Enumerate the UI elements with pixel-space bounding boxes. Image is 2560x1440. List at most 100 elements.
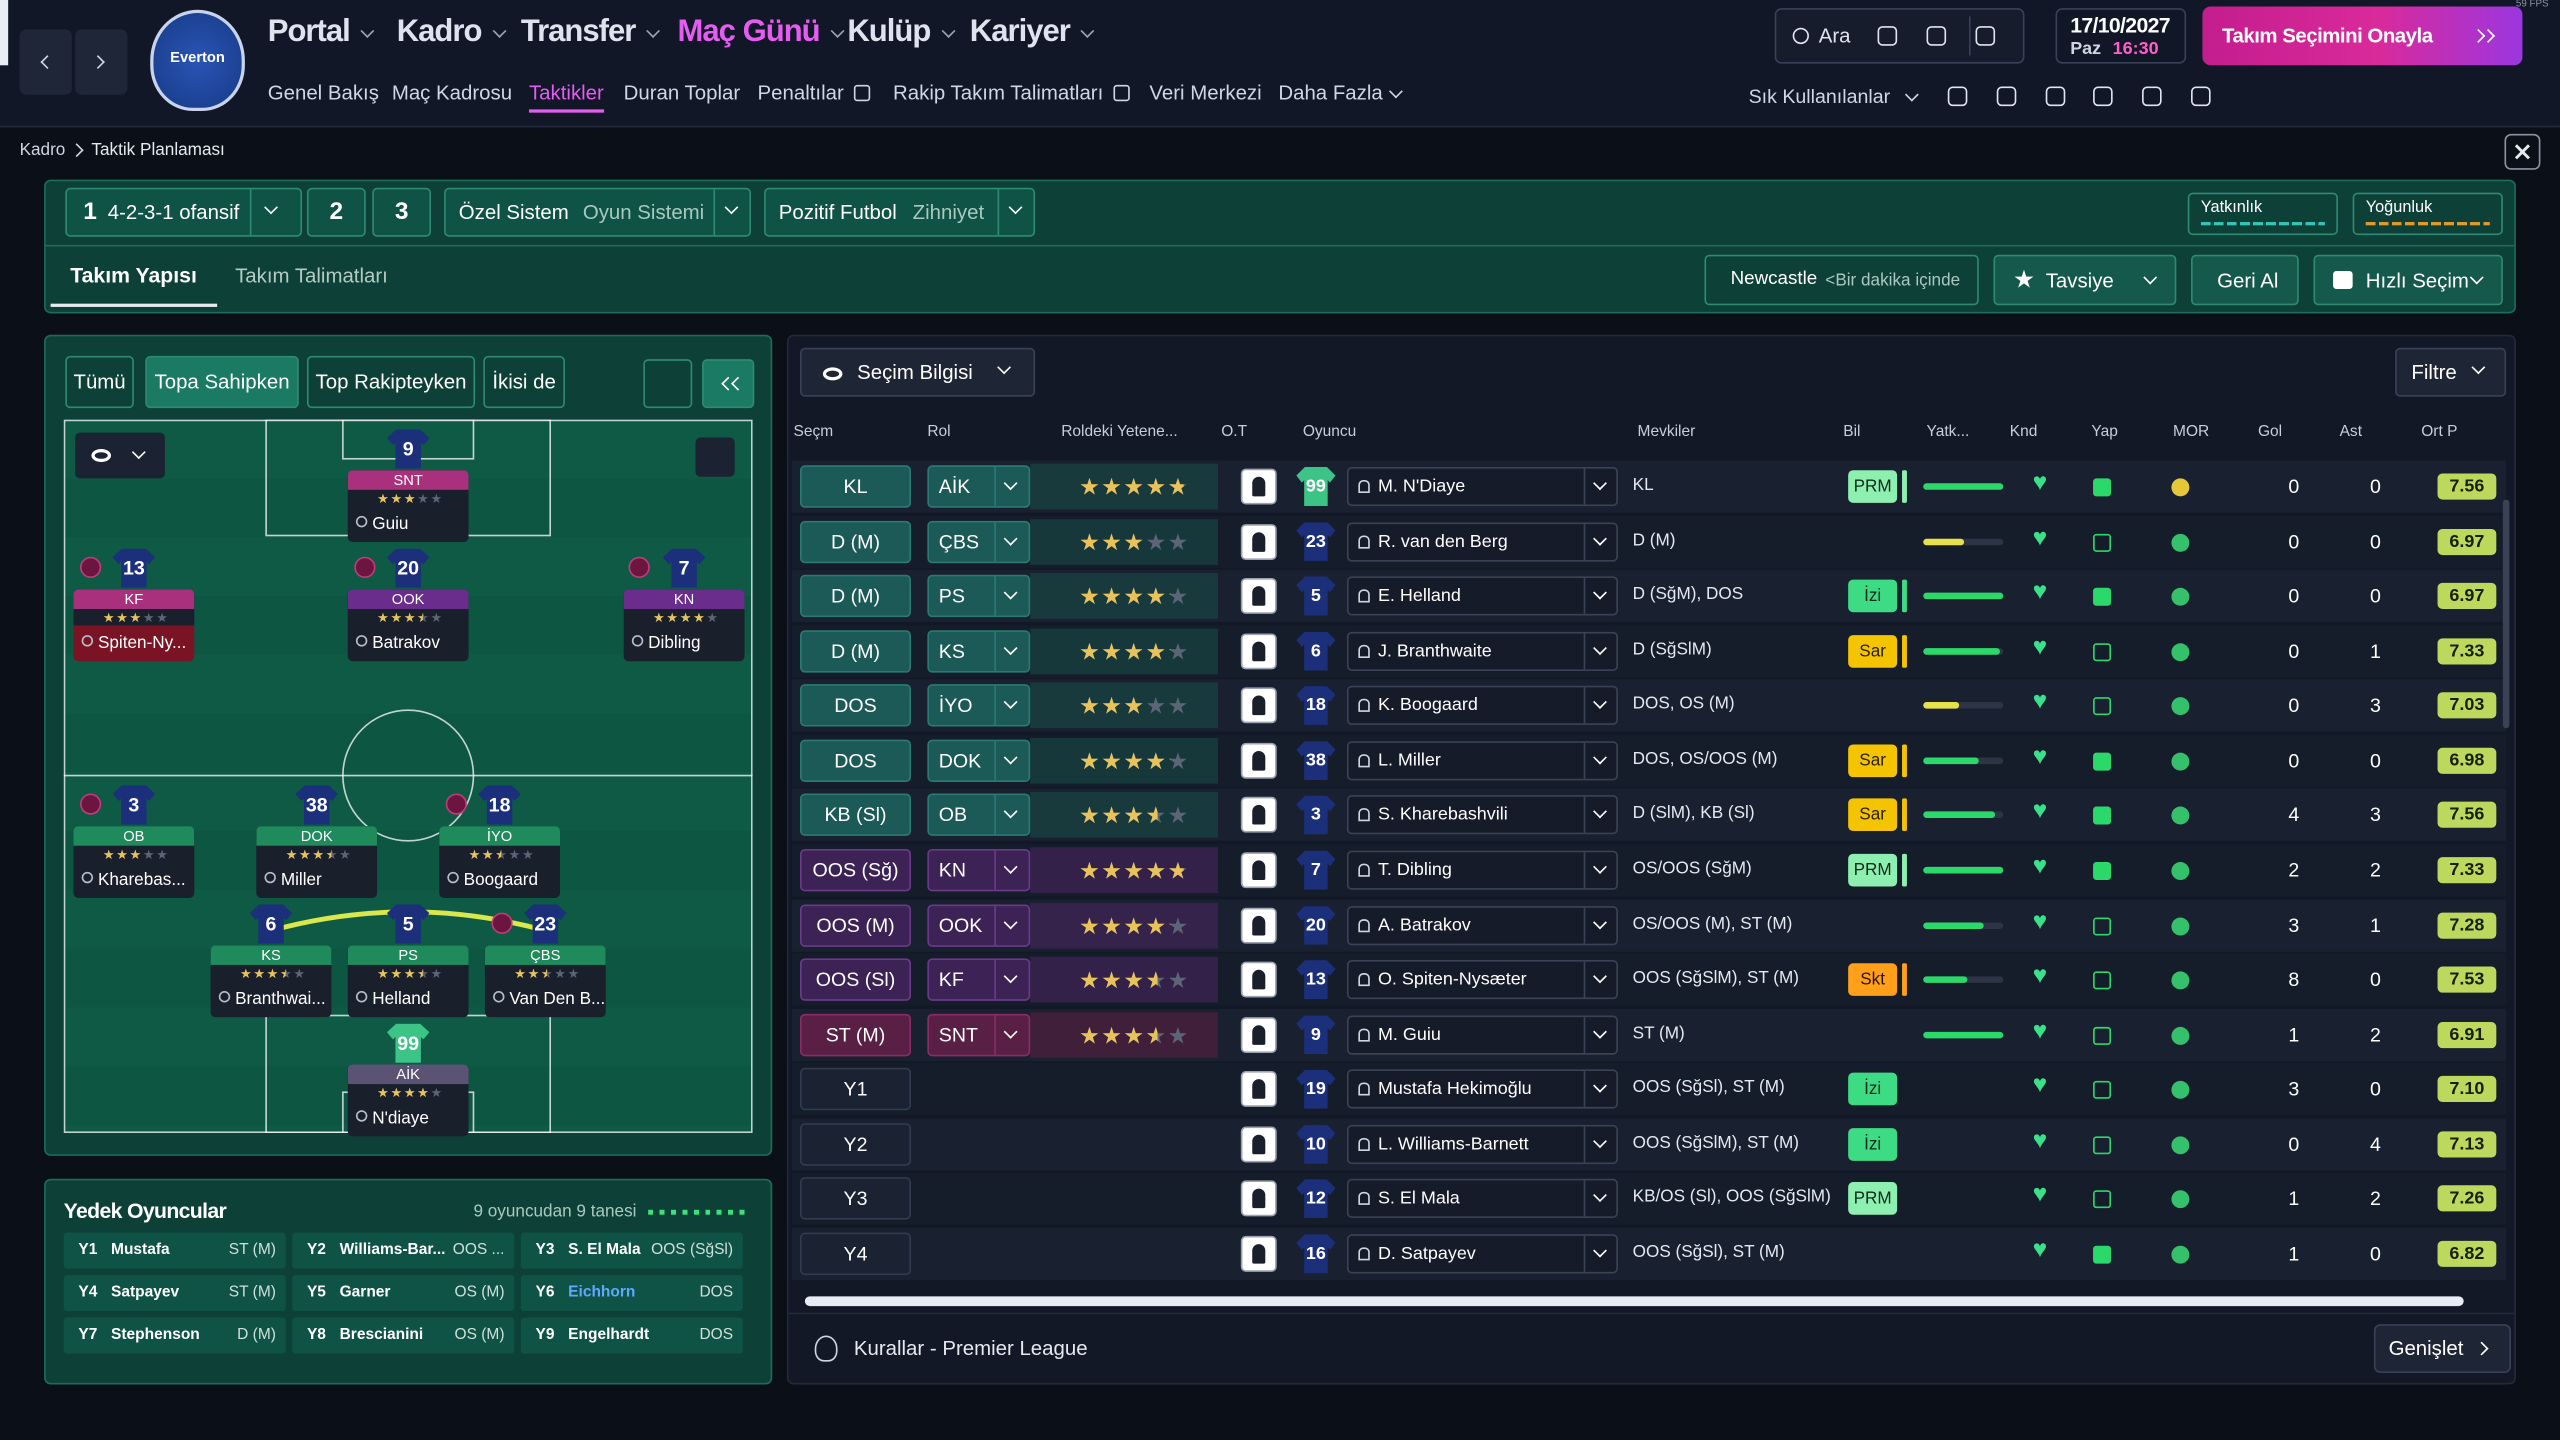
player-card[interactable]: OB ★★★★★★★★★★ Kharebas...	[73, 826, 195, 898]
ot-icon[interactable]	[1240, 632, 1277, 669]
ot-icon[interactable]	[1240, 468, 1277, 505]
icon-button[interactable]	[702, 359, 755, 409]
column-header[interactable]: Yap	[2091, 422, 2118, 441]
favorite-icon[interactable]	[1996, 86, 2017, 107]
player-dropdown[interactable]: A. Batrakov	[1346, 905, 1618, 945]
tab[interactable]: Takım Yapısı	[70, 262, 197, 288]
favorite-icon[interactable]	[1947, 86, 1968, 107]
close-button[interactable]	[2504, 133, 2541, 170]
column-header[interactable]: Seçm	[793, 422, 834, 441]
column-header[interactable]: Bil	[1843, 422, 1861, 441]
table-row[interactable]: KB (Sl) OB ★★★★★★★★★★ 3 S. Kharebashvili D (S…	[791, 789, 2507, 842]
player-dropdown[interactable]: O. Spiten-Nysæter	[1346, 960, 1618, 1000]
nav-icon[interactable]	[1975, 26, 1996, 46]
nav-icon[interactable]	[1926, 26, 1947, 46]
player-card[interactable]: AİK ★★★★★★★★★★ N'diaye	[347, 1064, 469, 1137]
dropdown[interactable]: 3	[372, 187, 432, 237]
player-dropdown[interactable]: M. Guiu	[1346, 1014, 1618, 1055]
menu-item[interactable]: Kulüp	[847, 14, 931, 49]
player-dropdown[interactable]: E. Helland	[1346, 576, 1618, 616]
sub-slot[interactable]: Y1 Mustafa ST (M)	[63, 1232, 286, 1269]
submenu-item[interactable]: Daha Fazla	[1278, 81, 1383, 105]
ot-icon[interactable]	[1240, 1181, 1277, 1217]
ot-icon[interactable]	[1240, 1071, 1277, 1108]
player-dropdown[interactable]: K. Boogaard	[1346, 686, 1618, 726]
player-dropdown[interactable]: L. Williams-Barnett	[1346, 1124, 1618, 1164]
favorite-icon[interactable]	[2142, 86, 2162, 107]
player-dropdown[interactable]: R. van den Berg	[1346, 521, 1618, 561]
view-dropdown[interactable]: Seçim Bilgisi	[799, 347, 1036, 397]
submenu-item[interactable]: Penaltılar	[757, 81, 844, 105]
sub-slot[interactable]: Y6 Eichhorn DOS	[520, 1275, 743, 1312]
table-row[interactable]: Y1 19 Mustafa Hekimoğlu OOS (SğSl), ST (M) İ…	[791, 1063, 2507, 1116]
player-dropdown[interactable]: S. El Mala	[1346, 1179, 1618, 1219]
favorite-icon[interactable]	[2093, 86, 2113, 107]
favorites[interactable]: Sık Kullanılanlar	[1748, 84, 1891, 108]
nav-icon[interactable]	[1877, 26, 1898, 46]
table-row[interactable]: KL AİK ★★★★★ ★★★★★ 99 M. N'Diaye KL PRM ♥ 0 0 7.56	[791, 460, 2507, 513]
submenu-item[interactable]: Maç Kadrosu	[391, 81, 513, 105]
table-row[interactable]: OOS (Sl) KF ★★★★★★★★★★ 13 O. Spiten-Nysæter O…	[791, 953, 2507, 1006]
column-header[interactable]: Rol	[927, 422, 951, 441]
column-header[interactable]: Yatk...	[1926, 422, 1970, 441]
search-label[interactable]: Ara	[1818, 24, 1851, 48]
table-row[interactable]: D (M) ÇBS ★★★★★★★★★★ 23 R. van den Berg D (M)…	[791, 515, 2507, 568]
table-row[interactable]: Y2 10 L. Williams-Barnett OOS (SğSlM), ST (…	[791, 1118, 2507, 1171]
table-row[interactable]: OOS (M) OOK ★★★★★★★★★★ 20 A. Batrakov OS/OOS …	[791, 898, 2507, 952]
filter-button[interactable]: Tümü	[65, 355, 134, 409]
rules-label[interactable]: Kurallar - Premier League	[853, 1337, 1088, 1360]
dropdown[interactable]: Özel Sistem Oyun Sistemi	[444, 187, 752, 237]
table-row[interactable]: DOS DOK ★★★★★★★★★★ 38 L. Miller DOS, OS/OOS (…	[791, 734, 2507, 787]
column-header[interactable]: O.T	[1221, 422, 1248, 441]
table-row[interactable]: Y3 12 S. El Mala KB/OS (Sl), OOS (SğSlM) PRM…	[791, 1172, 2507, 1226]
submenu-item[interactable]: Veri Merkezi	[1149, 81, 1262, 105]
menu-item[interactable]: Maç Günü	[677, 14, 821, 49]
ot-icon[interactable]	[1240, 578, 1277, 615]
player-card[interactable]: KS ★★★★★★★★★★ Branthwai...	[210, 945, 332, 1018]
ot-icon[interactable]	[1240, 852, 1277, 889]
grid-button[interactable]	[695, 437, 735, 477]
filter-button[interactable]: Top Rakipteyken	[306, 355, 476, 409]
view-dropdown[interactable]	[75, 432, 165, 479]
ot-icon[interactable]	[1240, 797, 1277, 834]
ot-icon[interactable]	[1240, 742, 1277, 779]
table-row[interactable]: D (M) KS ★★★★★★★★★★ 6 J. Branthwaite D (SğSlM…	[791, 624, 2507, 678]
favorite-icon[interactable]	[2045, 86, 2066, 107]
forward-button[interactable]	[75, 29, 128, 95]
player-dropdown[interactable]: J. Branthwaite	[1346, 631, 1618, 671]
ot-icon[interactable]	[1240, 907, 1277, 943]
player-card[interactable]: ÇBS ★★★★★★★★★★ Van Den B...	[484, 945, 606, 1018]
player-card[interactable]: İYO ★★★★★★★★★★ Boogaard	[439, 826, 560, 898]
player-card[interactable]: PS ★★★★★★★★★★ Helland	[347, 945, 469, 1018]
player-card[interactable]: DOK ★★★★★★★★★★ Miller	[256, 826, 378, 898]
submenu-item[interactable]: Taktikler	[528, 81, 604, 105]
ot-icon[interactable]	[1240, 1126, 1277, 1163]
submenu-item[interactable]: Genel Bakış	[267, 81, 379, 105]
confirm-button[interactable]: Takım Seçimini Onayla	[2202, 6, 2523, 66]
table-row[interactable]: OOS (Sğ) KN ★★★★★ ★★★★★ 7 T. Dibling OS/OOS (S…	[791, 844, 2507, 897]
sub-slot[interactable]: Y2 Williams-Bar... OOS ...	[292, 1232, 515, 1269]
table-row[interactable]: Y4 16 D. Satpayev OOS (SğSl), ST (M) ♥ 1 0 6.82	[791, 1227, 2507, 1280]
player-dropdown[interactable]: T. Dibling	[1346, 850, 1618, 890]
tab[interactable]: Takım Talimatları	[235, 264, 388, 288]
submenu-item[interactable]: Rakip Takım Talimatları	[893, 81, 1104, 105]
action-button[interactable]: ★ Tavsiye	[1993, 254, 2177, 306]
sub-slot[interactable]: Y4 Satpayev ST (M)	[63, 1275, 286, 1312]
table-row[interactable]: DOS İYO ★★★★★★★★★★ 18 K. Boogaard DOS, OS (M)…	[791, 679, 2507, 732]
ot-icon[interactable]	[1240, 523, 1277, 560]
filter-dropdown[interactable]: Filtre	[2395, 347, 2507, 397]
player-card[interactable]: OOK ★★★★★★★★★★ Batrakov	[347, 589, 469, 662]
menu-item[interactable]: Transfer	[520, 14, 637, 49]
player-card[interactable]: KF ★★★★★★★★★★ Spiten-Ny...	[73, 589, 195, 662]
dropdown[interactable]: Pozitif Futbol Zihniyet	[764, 187, 1036, 237]
action-button[interactable]: Geri Al	[2191, 254, 2299, 306]
sub-slot[interactable]: Y3 S. El Mala OOS (SğSl)	[520, 1232, 743, 1269]
sub-slot[interactable]: Y9 Engelhardt DOS	[520, 1317, 743, 1354]
column-header[interactable]: MOR	[2173, 422, 2210, 441]
column-header[interactable]: Ort P	[2421, 422, 2458, 441]
dropdown[interactable]: 1 4-2-3-1 ofansif	[65, 187, 303, 237]
filter-button[interactable]: İkisi de	[483, 355, 565, 409]
column-header[interactable]: Knd	[2009, 422, 2038, 441]
ot-icon[interactable]	[1240, 1235, 1277, 1272]
expand-button[interactable]: Genişlet	[2373, 1324, 2512, 1374]
